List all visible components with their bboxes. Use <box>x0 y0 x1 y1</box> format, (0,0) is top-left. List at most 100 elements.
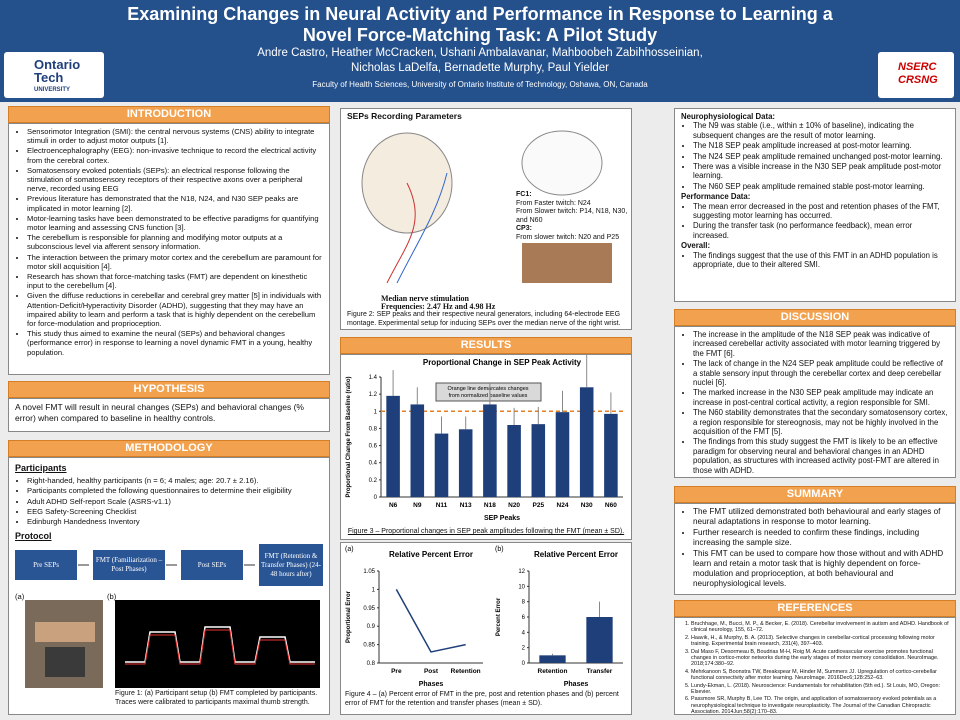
list-item: During the transfer task (no performance… <box>693 221 949 240</box>
y-tick-label: 0.95 <box>363 606 375 612</box>
figure-caption: Figure 3 – Proportional changes in SEP p… <box>347 528 625 536</box>
note: From Faster twitch: N24 <box>516 199 591 207</box>
hypothesis-panel: A novel FMT will result in neural change… <box>8 398 330 432</box>
list-item: The findings suggest that the use of thi… <box>693 251 949 270</box>
section-heading: SUMMARY <box>674 486 956 503</box>
x-tick-label: N60 <box>605 502 617 509</box>
chart: Proportional Change in SEP Peak Activity… <box>346 355 623 522</box>
list-item: Bruchhage, M., Bucci, M. P., & Becker, E… <box>691 621 949 634</box>
affiliation: Faculty of Health Sciences, University o… <box>312 80 648 89</box>
list-item: Lundy-Ekman, L. (2018). Neuroscience: Fu… <box>691 683 949 696</box>
panel-label: (a) <box>15 592 25 602</box>
figure-3-panel: Proportional Change in SEP Peak Activity… <box>340 354 632 540</box>
x-tick-label: Post <box>424 668 439 675</box>
list-item: EEG Safety-Screening Checklist <box>27 507 323 516</box>
bar <box>555 412 570 497</box>
list-item: Research has shown that force-matching t… <box>27 272 323 290</box>
line <box>395 589 466 653</box>
list-item: Electroencephalography (EEG): non-invasi… <box>27 146 323 164</box>
logo-text: CRSNG <box>898 74 938 86</box>
panel-label: (a) <box>345 546 354 553</box>
logo-text: NSERC <box>898 61 937 73</box>
y-tick-label: 0.6 <box>369 444 378 450</box>
y-tick-label: 1.2 <box>369 392 378 398</box>
sep-figure-panel: SEPs Recording Parameters FC1: From Faste… <box>340 108 632 330</box>
x-axis-label: Phases <box>419 681 444 688</box>
list-item: Haavik, H., & Murphy, B. A. (2013). Sele… <box>691 635 949 648</box>
x-tick-label: N20 <box>508 502 520 509</box>
discussion-panel: The increase in the amplitude of the N18… <box>674 326 956 478</box>
x-tick-label: N9 <box>413 502 422 509</box>
authors: Andre Castro, Heather McCracken, Ushani … <box>257 47 703 59</box>
chart: (a) Relative Percent Error Phases Proportio… <box>345 546 483 688</box>
x-tick-label: N24 <box>557 502 569 509</box>
list-item: The lack of change in the N24 SEP peak a… <box>693 359 949 387</box>
y-tick-label: 0 <box>522 661 526 667</box>
figure-caption: Figure 1: (a) Participant setup (b) FMT … <box>115 690 318 706</box>
list-item: Given the diffuse reductions in cerebell… <box>27 291 323 328</box>
stimulation-label: Median nerve stimulation <box>381 294 469 303</box>
y-tick-label: 1.4 <box>369 375 378 381</box>
logo-text: UNIVERSITY <box>34 87 71 93</box>
list-item: There was a visible increase in the N30 … <box>693 162 949 181</box>
x-tick-label: Retention <box>538 668 568 675</box>
subheading: Participants <box>15 463 67 473</box>
bar <box>604 413 618 497</box>
list-item: Right-handed, healthy participants (n = … <box>27 476 323 485</box>
y-tick-label: 1 <box>374 409 378 415</box>
list-item: The FMT utilized demonstrated both behav… <box>693 507 949 527</box>
list-item: The N18 SEP peak amplitude increased at … <box>693 141 949 150</box>
protocol-flow: Pre SEPs FMT (Familiarization – Post Pha… <box>15 544 323 588</box>
list-item: The marked increase in the N30 SEP peak … <box>693 388 949 407</box>
references-panel: Bruchhage, M., Bucci, M. P., & Becker, E… <box>674 617 956 715</box>
header: Examining Changes in Neural Activity and… <box>0 0 960 102</box>
sep-diagram <box>361 130 612 284</box>
stimulation: Median nerve stimulation Frequencies: 2.4… <box>381 295 495 311</box>
x-tick-label: N13 <box>460 502 472 509</box>
note: CP3: <box>516 225 532 232</box>
annotation-box <box>435 382 542 402</box>
x-tick-label: N18 <box>484 502 496 509</box>
x-axis-label: SEP Peaks <box>484 515 520 522</box>
x-tick-label: N30 <box>581 502 593 509</box>
y-tick-label: 0.2 <box>369 478 378 484</box>
introduction-panel: Sensorimotor Integration (SMI): the cent… <box>8 123 330 375</box>
list-item: Adult ADHD Self-report Scale (ASRS-v1.1) <box>27 497 323 506</box>
figure-heading: SEPs Recording Parameters <box>347 111 462 121</box>
logo-right: NSERC CRSNG <box>878 52 954 98</box>
y-tick-label: 0.4 <box>369 461 378 467</box>
summary-panel: The FMT utilized demonstrated both behav… <box>674 503 956 595</box>
y-axis-label: Proportional Error <box>346 590 352 643</box>
list-item: The findings from this study suggest the… <box>693 437 949 475</box>
note: From Slower twitch: P14, N18, N30, and N… <box>516 208 628 224</box>
y-tick-label: 0.8 <box>369 426 378 432</box>
list-item: Passmore SR, Murphy B, Lee TD. The origi… <box>691 696 949 714</box>
methodology-panel: Participants Right-handed, healthy parti… <box>8 457 330 715</box>
list-item: Previous literature has demonstrated tha… <box>27 194 323 212</box>
list-item: The N60 stability demonstrates that the … <box>693 408 949 436</box>
x-tick-label: Pre <box>391 668 402 675</box>
chart-title: Relative Percent Error <box>389 550 473 559</box>
x-tick-label: N11 <box>436 502 448 509</box>
logo-text: Ontario <box>34 57 81 72</box>
section-heading: METHODOLOGY <box>8 440 330 457</box>
x-tick-label: P25 <box>533 502 545 509</box>
figure-4-panel: (a) Relative Percent Error Phases Proportio… <box>340 542 632 715</box>
chart-title: Relative Percent Error <box>534 550 618 559</box>
list-item: The mean error decreased in the post and… <box>693 202 949 221</box>
y-tick-label: 1 <box>372 587 376 593</box>
subheading: Performance Data: <box>681 192 751 202</box>
sep-notes: FC1: From Faster twitch: N24 From Slower t… <box>516 191 631 242</box>
chart: (b) Relative Percent Error Phases Percent E… <box>495 546 623 688</box>
protocol-step: Pre SEPs <box>15 550 77 581</box>
bar <box>458 429 473 497</box>
bar <box>386 395 400 497</box>
figure-caption: Figure 2: SEP peaks and their respective… <box>347 311 621 327</box>
bar <box>586 617 613 663</box>
bar <box>579 387 594 497</box>
bar <box>531 424 546 497</box>
list-item: Sensorimotor Integration (SMI): the cent… <box>27 127 323 145</box>
title: Examining Changes in Neural Activity and… <box>127 4 833 45</box>
list-item: Motor-learning tasks have been demonstra… <box>27 214 323 232</box>
